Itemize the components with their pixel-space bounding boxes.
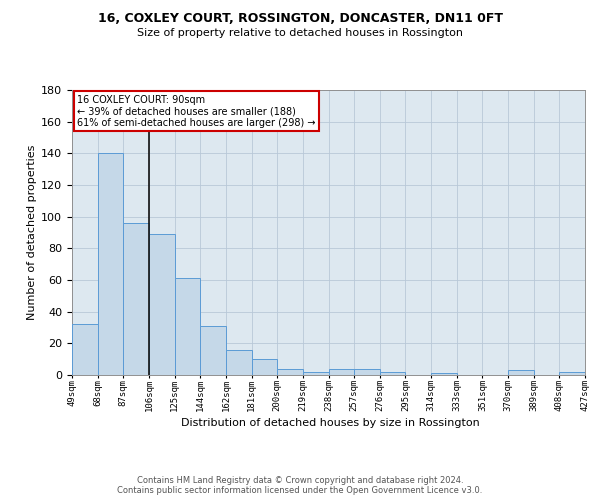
Bar [200,326,226,375]
Bar [226,350,251,375]
Text: Distribution of detached houses by size in Rossington: Distribution of detached houses by size … [181,418,479,428]
Bar [354,368,380,375]
Bar [251,359,277,375]
Text: 16 COXLEY COURT: 90sqm
← 39% of detached houses are smaller (188)
61% of semi-de: 16 COXLEY COURT: 90sqm ← 39% of detached… [77,95,316,128]
Text: 16, COXLEY COURT, ROSSINGTON, DONCASTER, DN11 0FT: 16, COXLEY COURT, ROSSINGTON, DONCASTER,… [97,12,503,26]
Bar [277,368,303,375]
Bar [508,370,534,375]
Bar [303,372,329,375]
Bar [380,372,406,375]
Bar [124,223,149,375]
Bar [149,234,175,375]
Y-axis label: Number of detached properties: Number of detached properties [27,145,37,320]
Bar [329,368,354,375]
Bar [98,154,124,375]
Bar [72,324,98,375]
Bar [559,372,585,375]
Text: Size of property relative to detached houses in Rossington: Size of property relative to detached ho… [137,28,463,38]
Text: Contains HM Land Registry data © Crown copyright and database right 2024.
Contai: Contains HM Land Registry data © Crown c… [118,476,482,495]
Bar [431,374,457,375]
Bar [175,278,200,375]
